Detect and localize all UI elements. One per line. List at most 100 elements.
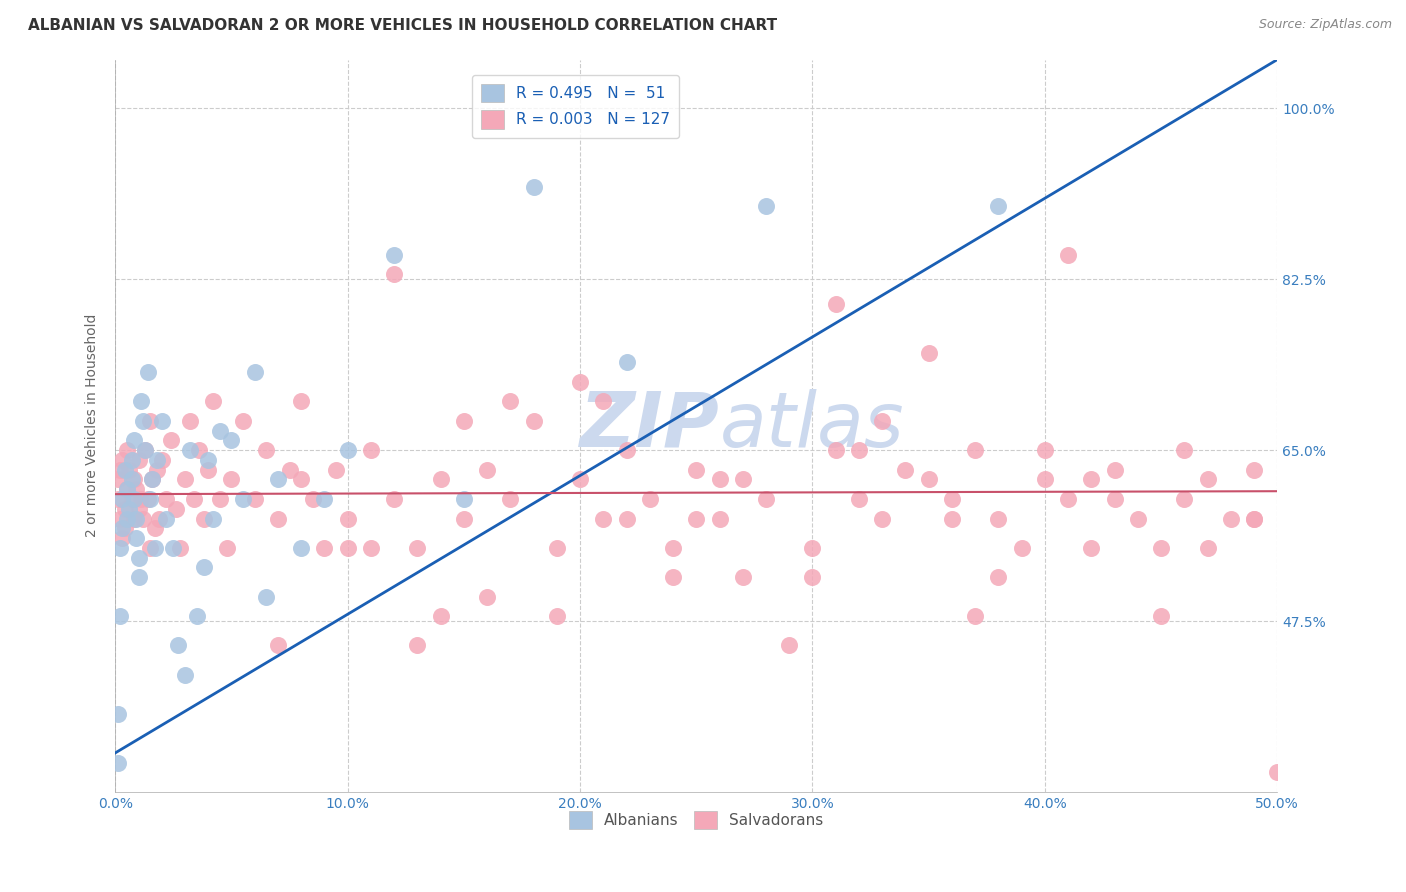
Point xyxy=(755,491,778,506)
Point xyxy=(143,521,166,535)
Point xyxy=(114,521,136,535)
Point xyxy=(1265,765,1288,780)
Point xyxy=(121,453,143,467)
Point xyxy=(499,394,522,409)
Point xyxy=(870,414,893,428)
Point xyxy=(278,463,301,477)
Point xyxy=(1243,511,1265,525)
Point xyxy=(824,443,846,458)
Point xyxy=(267,639,290,653)
Point xyxy=(453,511,475,525)
Point xyxy=(122,511,145,525)
Point xyxy=(778,639,800,653)
Point xyxy=(336,511,359,525)
Point xyxy=(382,268,405,282)
Point xyxy=(108,511,131,525)
Point xyxy=(107,473,129,487)
Point xyxy=(1033,443,1056,458)
Point xyxy=(546,541,568,555)
Point xyxy=(232,491,254,506)
Point xyxy=(1080,541,1102,555)
Point xyxy=(965,609,987,624)
Point xyxy=(290,473,312,487)
Point xyxy=(523,179,546,194)
Point xyxy=(208,424,231,438)
Point xyxy=(429,609,451,624)
Point xyxy=(141,473,163,487)
Point xyxy=(107,706,129,721)
Point xyxy=(1173,491,1195,506)
Point xyxy=(314,541,336,555)
Point xyxy=(243,491,266,506)
Y-axis label: 2 or more Vehicles in Household: 2 or more Vehicles in Household xyxy=(86,314,100,538)
Point xyxy=(1126,511,1149,525)
Point xyxy=(115,482,138,496)
Point xyxy=(125,511,148,525)
Point xyxy=(360,443,382,458)
Point xyxy=(638,491,661,506)
Point xyxy=(1197,473,1219,487)
Point xyxy=(165,501,187,516)
Point xyxy=(662,570,685,584)
Point xyxy=(122,434,145,448)
Point xyxy=(146,453,169,467)
Point xyxy=(141,473,163,487)
Point xyxy=(1150,609,1173,624)
Point xyxy=(406,541,429,555)
Point xyxy=(267,511,290,525)
Point xyxy=(139,414,162,428)
Point xyxy=(918,345,941,359)
Point xyxy=(965,443,987,458)
Text: ZIP: ZIP xyxy=(579,389,720,463)
Point xyxy=(801,541,824,555)
Point xyxy=(114,463,136,477)
Point xyxy=(1104,463,1126,477)
Point xyxy=(254,443,277,458)
Point xyxy=(848,491,870,506)
Point xyxy=(499,491,522,506)
Point xyxy=(824,296,846,310)
Point xyxy=(132,414,155,428)
Point xyxy=(167,639,190,653)
Point xyxy=(1057,491,1080,506)
Point xyxy=(360,541,382,555)
Point xyxy=(453,491,475,506)
Point xyxy=(546,609,568,624)
Point xyxy=(987,570,1010,584)
Point xyxy=(115,443,138,458)
Point xyxy=(201,394,224,409)
Point xyxy=(453,414,475,428)
Point xyxy=(111,531,134,545)
Point xyxy=(187,443,209,458)
Point xyxy=(731,473,754,487)
Point xyxy=(160,434,183,448)
Point xyxy=(197,463,219,477)
Point xyxy=(107,756,129,770)
Point xyxy=(146,463,169,477)
Point xyxy=(118,501,141,516)
Point xyxy=(183,491,205,506)
Point xyxy=(569,473,592,487)
Point xyxy=(1080,473,1102,487)
Point xyxy=(179,414,201,428)
Point xyxy=(193,560,215,574)
Point xyxy=(111,521,134,535)
Point xyxy=(1150,541,1173,555)
Point xyxy=(290,541,312,555)
Point xyxy=(108,609,131,624)
Point xyxy=(941,511,963,525)
Point xyxy=(155,491,177,506)
Point xyxy=(221,473,243,487)
Point xyxy=(731,570,754,584)
Point xyxy=(221,434,243,448)
Point xyxy=(136,491,159,506)
Point xyxy=(382,248,405,262)
Point xyxy=(111,453,134,467)
Point xyxy=(406,639,429,653)
Point xyxy=(941,491,963,506)
Point xyxy=(121,491,143,506)
Legend: Albanians, Salvadorans: Albanians, Salvadorans xyxy=(562,805,830,836)
Point xyxy=(1197,541,1219,555)
Point xyxy=(139,491,162,506)
Point xyxy=(801,570,824,584)
